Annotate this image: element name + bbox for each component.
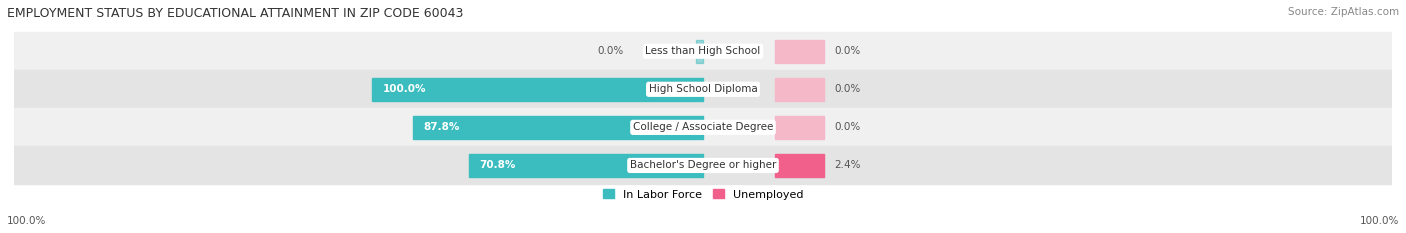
Text: 87.8%: 87.8% [423,122,460,132]
Bar [14,32,1392,70]
Text: 0.0%: 0.0% [834,122,860,132]
Text: 2.4%: 2.4% [834,161,860,171]
Bar [468,154,703,177]
Text: 70.8%: 70.8% [479,161,516,171]
Text: College / Associate Degree: College / Associate Degree [633,122,773,132]
Legend: In Labor Force, Unemployed: In Labor Force, Unemployed [603,189,803,200]
Bar [775,40,824,63]
Text: Bachelor's Degree or higher: Bachelor's Degree or higher [630,161,776,171]
Bar [14,70,1392,108]
Bar [775,116,824,139]
Bar [14,146,1392,185]
Text: 100.0%: 100.0% [382,84,426,94]
Bar [373,78,703,101]
Text: EMPLOYMENT STATUS BY EDUCATIONAL ATTAINMENT IN ZIP CODE 60043: EMPLOYMENT STATUS BY EDUCATIONAL ATTAINM… [7,7,464,20]
Text: 0.0%: 0.0% [834,46,860,56]
Text: High School Diploma: High School Diploma [648,84,758,94]
Text: Source: ZipAtlas.com: Source: ZipAtlas.com [1288,7,1399,17]
Bar [775,154,824,177]
Bar [412,116,703,139]
Text: 100.0%: 100.0% [7,216,46,226]
Text: 100.0%: 100.0% [1360,216,1399,226]
Text: Less than High School: Less than High School [645,46,761,56]
Text: 0.0%: 0.0% [598,46,624,56]
Bar [14,108,1392,146]
Bar [696,40,703,63]
Bar [775,78,824,101]
Text: 0.0%: 0.0% [834,84,860,94]
